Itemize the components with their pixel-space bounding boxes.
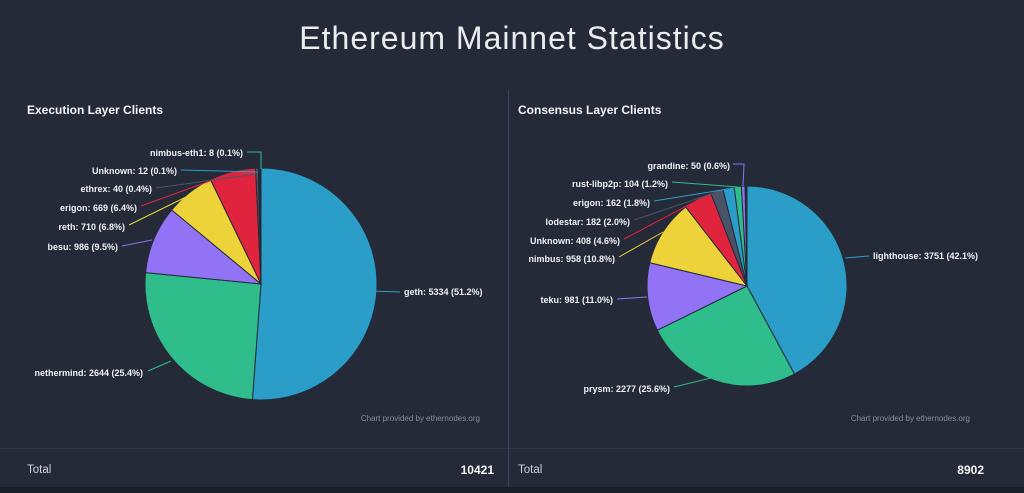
slice-label-nethermind: nethermind: 2644 (25.4%) xyxy=(34,368,143,378)
slice-label-Unknown: Unknown: 12 (0.1%) xyxy=(92,166,177,176)
pie-slice-nimbus-eth1[interactable] xyxy=(258,167,262,285)
pie-slice-geth[interactable] xyxy=(251,167,378,401)
consensus-total-row: Total 8902 xyxy=(508,455,1024,485)
slice-label-erigon: erigon: 669 (6.4%) xyxy=(60,203,137,213)
slice-connector-besu xyxy=(121,239,153,247)
slice-label-nimbus-eth1: nimbus-eth1: 8 (0.1%) xyxy=(150,148,243,158)
pie-slice-nethermind[interactable] xyxy=(144,272,262,401)
pie-slice-lighthouse[interactable] xyxy=(746,185,848,375)
slice-label-ethrex: ethrex: 40 (0.4%) xyxy=(80,184,152,194)
consensus-total-label: Total xyxy=(518,464,543,476)
slice-label-besu: besu: 986 (9.5%) xyxy=(47,242,118,252)
page-bottom-edge xyxy=(0,487,1024,493)
slice-connector-prysm xyxy=(673,377,712,388)
slice-connector-nethermind xyxy=(147,360,172,372)
chart-credit-execution: Chart provided by ethernodes.org xyxy=(360,414,480,423)
slice-label-prysm: prysm: 2277 (25.6%) xyxy=(583,384,670,394)
slice-label-reth: reth: 710 (6.8%) xyxy=(58,222,125,232)
consensus-total-value: 8902 xyxy=(957,463,984,477)
slice-label-grandine: grandine: 50 (0.6%) xyxy=(647,161,730,171)
total-row-divider xyxy=(0,448,1024,449)
slice-connector-ethrex xyxy=(155,173,257,189)
execution-total-value: 10421 xyxy=(460,463,494,477)
slice-connector-erigon xyxy=(653,188,729,202)
slice-connector-teku xyxy=(616,296,648,300)
slice-connector-reth xyxy=(128,195,189,226)
pie-slice-grandine[interactable] xyxy=(740,185,748,287)
slice-label-geth: geth: 5334 (51.2%) xyxy=(404,287,483,297)
slice-label-teku: teku: 981 (11.0%) xyxy=(540,295,613,305)
execution-clients-pie-chart: geth: 5334 (51.2%) nethermind: 2644 (25.4… xyxy=(34,148,483,401)
slice-connector-lighthouse xyxy=(844,255,870,259)
slice-connector-grandine xyxy=(733,163,745,187)
slice-connector-Unknown xyxy=(180,169,259,173)
slice-label-erigon: erigon: 162 (1.8%) xyxy=(573,198,650,208)
execution-total-row: Total 10421 xyxy=(0,455,508,485)
slice-connector-nimbus xyxy=(618,231,664,258)
slice-connector-Unknown xyxy=(623,199,699,240)
consensus-clients-pie-chart: lighthouse: 3751 (42.1%) prysm: 2277 (25.… xyxy=(528,161,978,394)
slice-connector-rust-libp2p xyxy=(671,181,739,188)
slice-connector-geth xyxy=(369,290,401,293)
pie-slice-nimbus[interactable] xyxy=(649,206,749,287)
vertical-panel-divider xyxy=(508,90,509,487)
pie-slice-teku[interactable] xyxy=(646,262,749,331)
section-title-execution-layer: Execution Layer Clients xyxy=(27,103,164,117)
pie-slice-prysm[interactable] xyxy=(656,285,796,387)
slice-connector-nimbus-eth1 xyxy=(247,151,262,169)
chart-credit-consensus: Chart provided by ethernodes.org xyxy=(850,414,970,423)
slice-label-nimbus: nimbus: 958 (10.8%) xyxy=(528,254,615,264)
execution-total-label: Total xyxy=(27,464,52,476)
slice-connector-erigon xyxy=(140,172,233,207)
page-title: Ethereum Mainnet Statistics xyxy=(299,20,725,56)
section-title-consensus-layer: Consensus Layer Clients xyxy=(518,103,662,117)
slice-connector-lodestar xyxy=(633,191,718,221)
slice-label-lighthouse: lighthouse: 3751 (42.1%) xyxy=(873,251,978,261)
slice-label-lodestar: lodestar: 182 (2.0%) xyxy=(545,217,630,227)
slice-label-rust-libp2p: rust-libp2p: 104 (1.2%) xyxy=(572,179,668,189)
slice-label-Unknown: Unknown: 408 (4.6%) xyxy=(530,236,620,246)
